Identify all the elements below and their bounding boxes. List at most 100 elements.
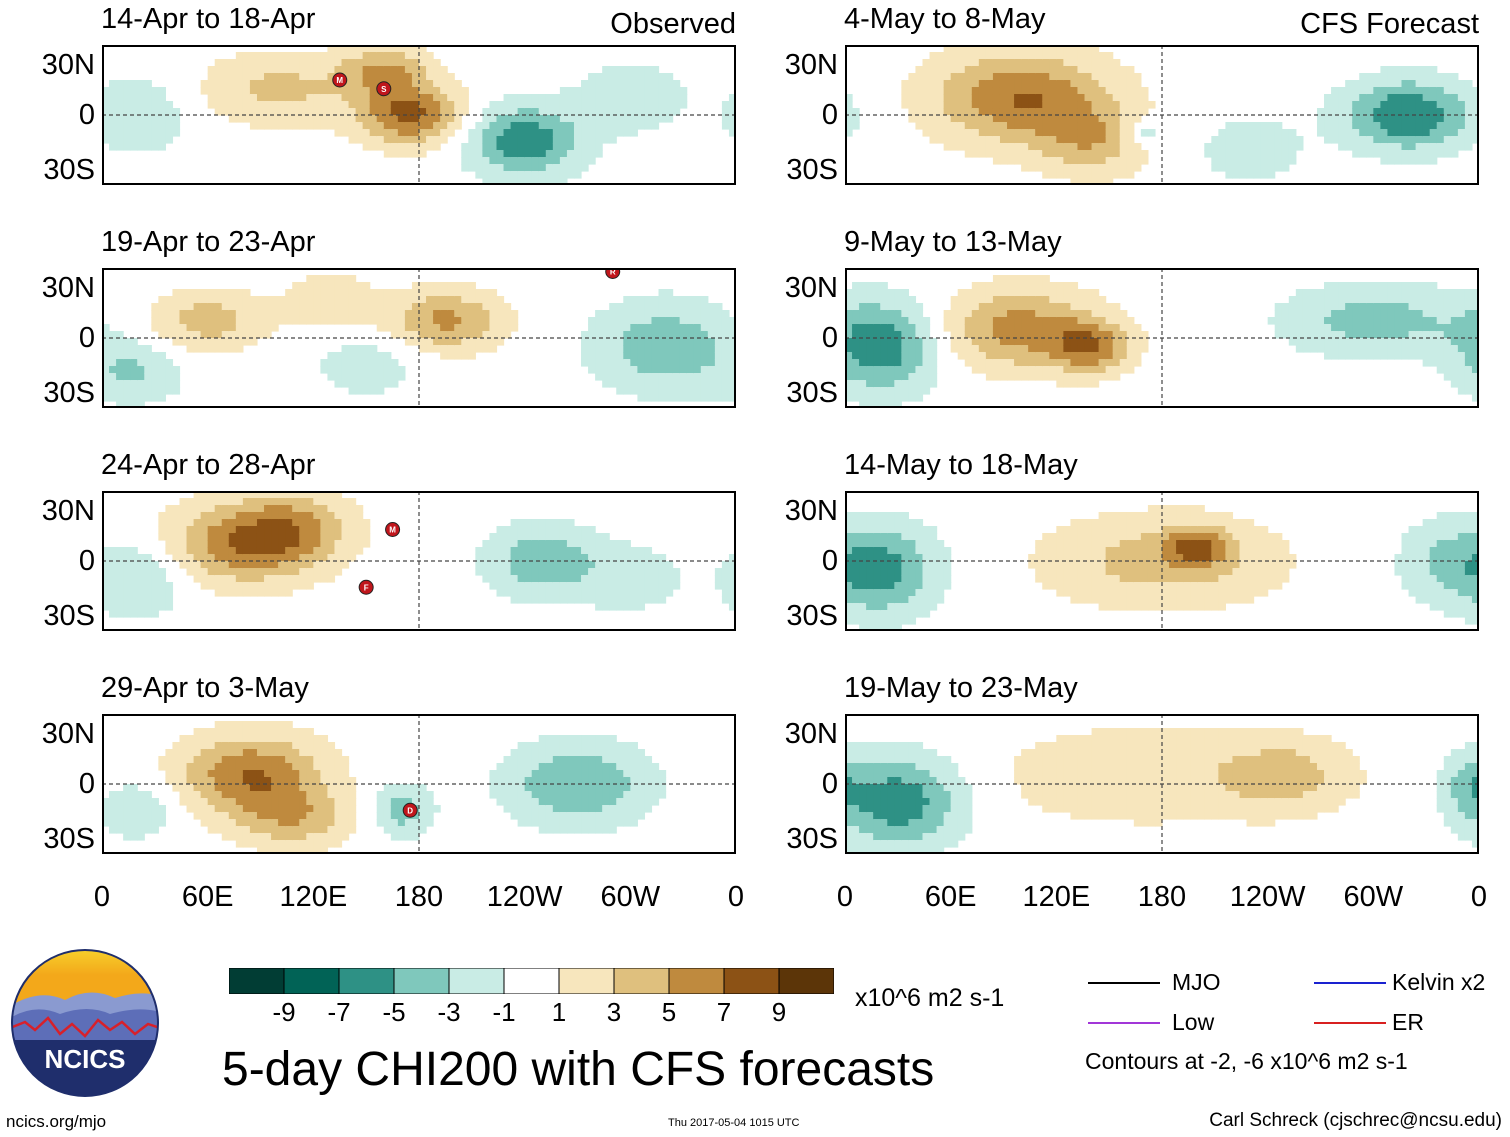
anomaly-cell <box>440 331 448 339</box>
anomaly-cell <box>383 784 392 792</box>
anomaly-cell <box>545 171 554 179</box>
anomaly-cell <box>256 812 265 820</box>
anomaly-cell <box>1021 296 1029 304</box>
anomaly-cell <box>1373 296 1381 304</box>
anomaly-cell <box>1302 338 1311 346</box>
anomaly-cell <box>1014 108 1022 116</box>
anomaly-cell <box>271 317 279 325</box>
anomaly-cell <box>151 108 159 116</box>
anomaly-cell <box>334 547 343 555</box>
anomaly-cell <box>221 519 230 527</box>
anomaly-cell <box>1063 129 1072 137</box>
anomaly-cell <box>327 791 336 799</box>
anomaly-cell <box>249 108 258 116</box>
anomaly-cell <box>348 519 357 527</box>
anomaly-cell <box>658 115 667 123</box>
anomaly-cell <box>306 59 314 67</box>
anomaly-cell <box>306 310 314 318</box>
anomaly-cell <box>1373 352 1381 360</box>
anomaly-cell <box>285 533 293 541</box>
anomaly-cell <box>1387 101 1396 109</box>
anomaly-cell <box>193 331 202 339</box>
anomaly-cell <box>320 498 329 506</box>
anomaly-cell <box>271 721 279 729</box>
anomaly-cell <box>109 582 117 590</box>
anomaly-cell <box>1091 178 1100 185</box>
anomaly-cell <box>299 742 307 750</box>
anomaly-cell <box>362 136 371 144</box>
anomaly-cell <box>609 749 617 757</box>
anomaly-cell <box>228 540 237 548</box>
anomaly-cell <box>1324 338 1332 346</box>
anomaly-cell <box>426 87 434 95</box>
anomaly-cell <box>376 352 385 360</box>
anomaly-cell <box>383 101 392 109</box>
anomaly-cell <box>1380 129 1389 137</box>
anomaly-cell <box>616 749 624 757</box>
anomaly-cell <box>172 763 181 771</box>
anomaly-cell <box>278 763 286 771</box>
anomaly-cell <box>179 338 188 346</box>
anomaly-cell <box>559 171 568 179</box>
anomaly-cell <box>496 178 505 185</box>
anomaly-cell <box>1295 303 1304 311</box>
anomaly-cell <box>468 317 476 325</box>
anomaly-cell <box>116 401 124 408</box>
anomaly-cell <box>228 575 237 583</box>
anomaly-cell <box>228 289 237 297</box>
anomaly-cell <box>957 338 966 346</box>
anomaly-cell <box>658 108 667 116</box>
anomaly-cell <box>1098 352 1107 360</box>
anomaly-cell <box>1042 303 1050 311</box>
anomaly-cell <box>186 540 195 548</box>
anomaly-cell <box>249 770 258 778</box>
anomaly-cell <box>130 143 138 151</box>
anomaly-cell <box>1063 66 1072 74</box>
anomaly-cell <box>581 554 589 562</box>
anomaly-cell <box>1352 101 1360 109</box>
anomaly-cell <box>1070 373 1079 381</box>
anomaly-cell <box>1007 275 1015 283</box>
anomaly-cell <box>235 498 244 506</box>
anomaly-cell <box>235 819 244 827</box>
anomaly-cell <box>1014 80 1022 88</box>
map-panel <box>845 268 1479 408</box>
anomaly-cell <box>595 352 603 360</box>
anomaly-cell <box>1063 282 1072 290</box>
anomaly-cell <box>242 303 251 311</box>
anomaly-cell <box>411 289 420 297</box>
anomaly-cell <box>1028 157 1036 165</box>
anomaly-cell <box>1436 80 1445 88</box>
anomaly-cell <box>1471 101 1479 109</box>
anomaly-cell <box>1288 317 1297 325</box>
anomaly-cell <box>256 547 265 555</box>
anomaly-cell <box>1126 352 1135 360</box>
anomaly-cell <box>873 366 881 374</box>
anomaly-cell <box>355 87 364 95</box>
anomaly-cell <box>1380 101 1389 109</box>
anomaly-cell <box>214 66 223 74</box>
anomaly-cell <box>999 310 1008 318</box>
anomaly-cell <box>137 143 145 151</box>
anomaly-cell <box>292 756 300 764</box>
anomaly-cell <box>1063 108 1072 116</box>
anomaly-cell <box>426 108 434 116</box>
anomaly-cell <box>214 491 223 499</box>
anomaly-cell <box>130 812 138 820</box>
anomaly-cell <box>609 331 617 339</box>
anomaly-cell <box>299 512 307 520</box>
anomaly-cell <box>693 331 702 339</box>
anomaly-cell <box>971 45 980 53</box>
map-panel: MS <box>102 45 736 185</box>
anomaly-cell <box>637 582 646 590</box>
anomaly-cell <box>447 101 455 109</box>
anomaly-cell <box>1394 122 1403 130</box>
anomaly-cell <box>901 289 909 297</box>
anomaly-cell <box>271 805 279 813</box>
anomaly-cell <box>179 310 188 318</box>
anomaly-cell <box>700 366 709 374</box>
anomaly-cell <box>845 352 853 360</box>
anomaly-cell <box>971 359 980 367</box>
anomaly-cell <box>102 819 110 827</box>
anomaly-cell <box>510 101 519 109</box>
